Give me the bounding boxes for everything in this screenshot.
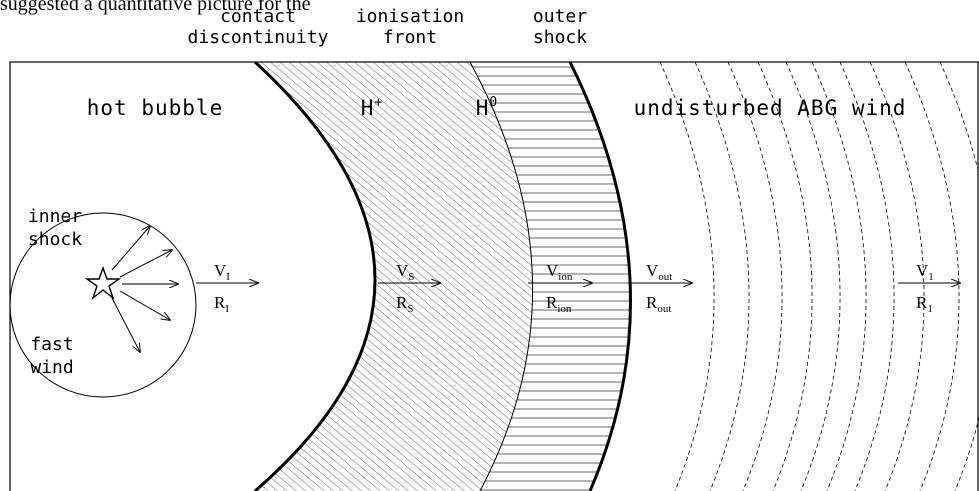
ionisation-front [469, 62, 533, 491]
labels: hot bubble H+ H0 undisturbed ABG windinners… [28, 95, 934, 378]
radius-label: Rout [646, 293, 671, 315]
radius-sub: ion [557, 303, 572, 315]
shells [10, 62, 979, 491]
inner-label: wind [30, 357, 73, 378]
wind-shell [869, 62, 925, 491]
radius-sub: S [407, 303, 413, 315]
outer-shock [568, 62, 632, 491]
wind-shell [727, 62, 783, 491]
radius-label: RI [214, 293, 229, 315]
region-label: undisturbed ABG wind [634, 96, 907, 120]
top-label: front [383, 27, 437, 48]
wind-shell [939, 62, 979, 491]
region-label: hot bubble [87, 96, 223, 120]
inner-shock [10, 212, 197, 398]
velocity-label: Vout [646, 261, 672, 283]
star [84, 265, 122, 301]
velocity-sub: I [226, 271, 230, 283]
radius-sub: 1 [927, 303, 933, 315]
inner-label: inner [28, 206, 82, 227]
wind-shell [659, 62, 715, 491]
velocity-sub: ion [558, 271, 573, 283]
h-plus-region [255, 62, 533, 491]
radius-label: R1 [916, 293, 933, 315]
contact-discontinuity [253, 62, 377, 491]
velocity-sub: 1 [928, 271, 934, 283]
h-zero-region [470, 62, 631, 491]
velocity-sub: S [408, 271, 414, 283]
radius-sub: I [225, 303, 229, 315]
velocity-label: VI [214, 261, 230, 283]
caption: suggested a quantitative picture for the [0, 0, 311, 15]
top-label: outer [533, 6, 587, 27]
top-label: shock [533, 27, 587, 48]
top-label: discontinuity [188, 27, 329, 48]
wind-shell [839, 62, 895, 491]
region-sup: + [374, 95, 383, 110]
inner-label: fast [30, 334, 73, 355]
wind-shell [811, 62, 867, 491]
velocity-sub: out [658, 271, 672, 283]
top-label: contact [220, 6, 296, 27]
wind-shell [694, 62, 750, 491]
fast-wind-arrows [111, 226, 960, 352]
wind-shells [659, 62, 979, 491]
velocity-label: V1 [916, 261, 934, 283]
inner-label: shock [28, 229, 82, 250]
frame [9, 61, 979, 491]
top-label: ionisation [356, 6, 464, 27]
radius-sub: out [657, 303, 671, 315]
region-sup: 0 [489, 95, 498, 110]
wind-shell [757, 62, 813, 491]
wind-shell [785, 62, 841, 491]
